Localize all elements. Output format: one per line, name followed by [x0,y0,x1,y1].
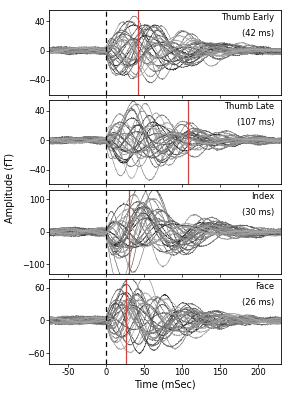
Text: (42 ms): (42 ms) [242,29,274,38]
Text: (30 ms): (30 ms) [242,208,274,217]
Text: (107 ms): (107 ms) [237,118,274,128]
Text: Face: Face [255,282,274,291]
Text: (26 ms): (26 ms) [242,298,274,307]
Text: Amplitude (fT): Amplitude (fT) [5,153,15,223]
X-axis label: Time (mSec): Time (mSec) [135,380,196,390]
Text: Thumb Late: Thumb Late [224,102,274,111]
Text: Index: Index [251,192,274,201]
Text: Thumb Early: Thumb Early [221,12,274,22]
